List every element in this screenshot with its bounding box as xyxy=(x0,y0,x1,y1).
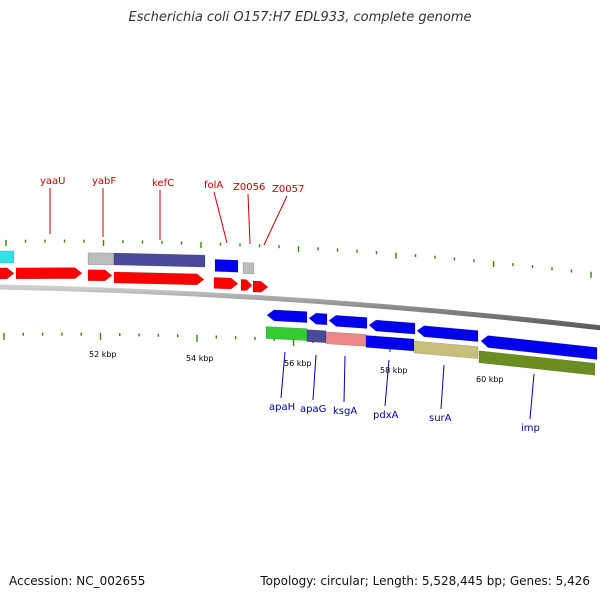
gene-label-yaaU[interactable]: yaaU xyxy=(40,176,66,187)
gene-label-Z0056[interactable]: Z0056 xyxy=(233,182,265,193)
gene-label-kefC[interactable]: kefC xyxy=(152,178,174,189)
gene-label-pdxA[interactable]: pdxA xyxy=(373,410,399,421)
cog-block xyxy=(478,350,596,376)
gene-label-imp[interactable]: imp xyxy=(521,423,540,434)
gene-label-leaders xyxy=(49,188,535,420)
genome-backbone xyxy=(0,284,600,331)
kbp-label-52: 52 kbp xyxy=(89,350,117,359)
label-leader xyxy=(440,364,445,410)
cog-block xyxy=(325,331,367,347)
cds-arrow xyxy=(328,315,368,329)
cds-arrow xyxy=(213,277,239,290)
label-leader xyxy=(343,355,346,403)
cds-arrow xyxy=(308,312,328,326)
gene-label-yabF[interactable]: yabF xyxy=(92,176,116,187)
gene-label-apaH[interactable]: apaH xyxy=(269,402,295,413)
cog-block xyxy=(306,329,327,344)
map-title: Escherichia coli O157:H7 EDL933, complet… xyxy=(128,10,472,25)
label-leader xyxy=(384,359,390,407)
cds-arrow xyxy=(15,267,83,280)
gene-label-Z0057[interactable]: Z0057 xyxy=(272,184,304,195)
label-leader xyxy=(247,193,251,245)
cog-block xyxy=(113,252,206,268)
cds-forward-ring xyxy=(0,267,269,293)
accession-text: Accession: NC_002655 xyxy=(9,574,146,588)
genome-summary-text: Topology: circular; Length: 5,528,445 bp… xyxy=(260,574,590,588)
cds-arrow xyxy=(0,267,15,280)
cog-block xyxy=(265,326,308,341)
label-leader xyxy=(312,354,317,401)
gene-label-surA[interactable]: surA xyxy=(429,413,452,424)
cds-arrow xyxy=(416,325,479,342)
cog-block xyxy=(365,335,415,352)
gene-label-ksgA[interactable]: ksgA xyxy=(333,406,357,417)
label-leader xyxy=(213,191,228,244)
cds-arrow xyxy=(368,319,416,335)
cds-arrow xyxy=(266,309,308,323)
cds-arrow xyxy=(480,335,598,360)
cds-arrow xyxy=(87,269,113,282)
outer-tick-marks xyxy=(5,239,592,278)
cog-forward-ring xyxy=(0,250,255,275)
kbp-label-54: 54 kbp xyxy=(186,354,214,363)
gene-label-folA[interactable]: folA xyxy=(204,180,223,191)
label-leader xyxy=(529,373,535,420)
cds-arrow xyxy=(252,280,269,293)
kbp-label-60: 60 kbp xyxy=(476,375,504,384)
gene-label-apaG[interactable]: apaG xyxy=(300,404,326,415)
kbp-label-56: 56 kbp xyxy=(284,359,312,368)
cds-arrow xyxy=(113,271,205,286)
cog-block xyxy=(0,250,15,264)
label-leader xyxy=(263,195,288,246)
cds-arrow xyxy=(240,279,253,291)
cog-reverse-ring xyxy=(265,326,596,376)
kbp-label-58: 58 kbp xyxy=(380,366,408,375)
label-leader xyxy=(280,351,286,399)
cds-reverse-ring xyxy=(266,309,598,360)
cog-block xyxy=(214,259,239,273)
cog-block xyxy=(242,262,255,275)
cog-block xyxy=(87,252,115,266)
cog-block xyxy=(413,340,479,359)
